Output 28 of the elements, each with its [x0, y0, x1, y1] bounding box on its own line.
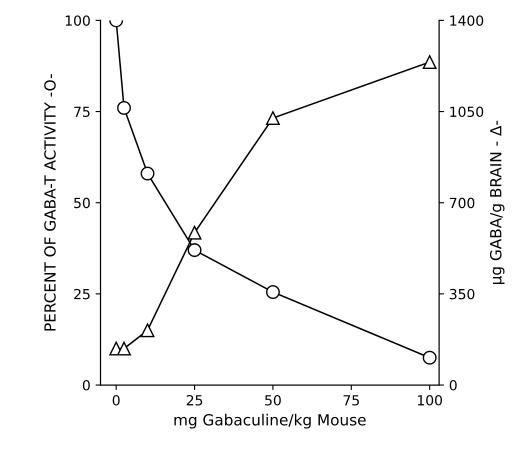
point — [140, 323, 154, 338]
x-tick-label: 25 — [186, 395, 202, 406]
x-axis-title: mg Gabaculine/kg Mouse — [174, 414, 366, 429]
point — [117, 100, 131, 115]
y2-tick-label: 1050 — [450, 106, 484, 118]
x-tick-label: 100 — [418, 395, 442, 406]
point — [188, 243, 202, 258]
point — [188, 226, 202, 240]
y2-tick-label: 0 — [450, 380, 457, 391]
point — [266, 285, 280, 300]
y2-tick-label: 350 — [450, 288, 474, 300]
x-tick-label: 0 — [112, 395, 120, 406]
y2-tick-label: 1400 — [450, 15, 484, 26]
y-tick-label: 25 — [74, 288, 90, 300]
x-tick-label: 50 — [265, 395, 281, 406]
point — [422, 350, 437, 365]
x-tick-label: 75 — [344, 395, 359, 406]
y-tick-label: 75 — [74, 106, 90, 118]
y-tick-label: 0 — [82, 380, 90, 391]
point — [117, 342, 131, 356]
y-axis-title: PERCENT OF GABA-T ACTIVITY -O- — [44, 74, 56, 330]
point — [422, 55, 437, 70]
y2-axis-title: μg GABA/g BRAIN - Δ- — [490, 120, 504, 284]
y-tick-label: 100 — [66, 15, 90, 26]
point — [140, 166, 154, 180]
y2-tick-label: 700 — [450, 198, 474, 208]
point — [266, 111, 280, 126]
y-tick-label: 50 — [74, 198, 90, 208]
